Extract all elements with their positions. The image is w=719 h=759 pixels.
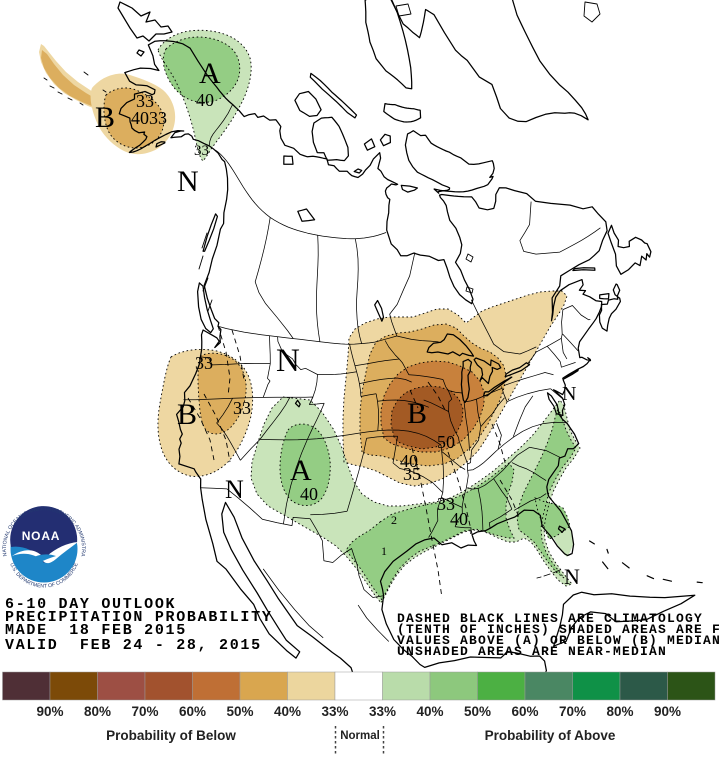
svg-text:40: 40 [400,451,418,471]
svg-text:B: B [407,397,427,430]
svg-text:50: 50 [437,432,455,452]
svg-text:50%: 50% [464,704,491,719]
svg-text:40: 40 [196,90,214,110]
svg-text:A: A [199,57,221,90]
svg-text:33: 33 [195,353,213,373]
svg-text:80%: 80% [84,704,111,719]
svg-text:N: N [177,165,199,198]
svg-text:MADE 18 FEB 2015: MADE 18 FEB 2015 [5,622,187,639]
svg-text:40: 40 [450,509,468,529]
svg-text:60%: 60% [179,704,206,719]
svg-text:1: 1 [381,544,387,558]
svg-text:4033: 4033 [131,108,167,128]
svg-text:90%: 90% [36,704,63,719]
svg-text:6-10 DAY OUTLOOK: 6-10 DAY OUTLOOK [5,596,176,613]
svg-text:B: B [177,398,197,431]
svg-text:35: 35 [403,464,421,484]
svg-text:VALUES ABOVE (A) OR BELOW (B): VALUES ABOVE (A) OR BELOW (B) MEDIAN [397,633,719,648]
svg-text:UNSHADED AREAS ARE NEAR-MEDIAN: UNSHADED AREAS ARE NEAR-MEDIAN [397,644,667,659]
svg-text:80%: 80% [606,704,633,719]
svg-text:60%: 60% [511,704,538,719]
svg-text:40%: 40% [274,704,301,719]
svg-text:33: 33 [233,398,251,418]
svg-text:33%: 33% [369,704,396,719]
svg-text:33: 33 [437,494,455,514]
svg-text:PRECIPITATION PROBABILITY: PRECIPITATION PROBABILITY [5,609,273,626]
svg-text:B: B [95,101,115,134]
svg-text:33: 33 [136,91,154,111]
svg-text:Normal: Normal [340,730,380,742]
svg-text:N: N [564,564,580,589]
svg-text:40: 40 [300,484,318,504]
svg-text:A: A [290,454,312,487]
svg-text:2: 2 [391,513,397,527]
svg-text:(TENTH OF INCHES) SHADED AREAS: (TENTH OF INCHES) SHADED AREAS ARE FCST [397,622,719,637]
svg-text:N: N [225,475,244,504]
svg-text:NOAA: NOAA [22,529,61,543]
svg-text:70%: 70% [131,704,158,719]
svg-text:Probability of Above: Probability of Above [485,728,616,743]
svg-text:40%: 40% [416,704,443,719]
svg-text:N: N [276,343,300,379]
svg-text:Probability of Below: Probability of Below [106,728,236,743]
svg-text:33: 33 [194,143,209,159]
svg-text:50%: 50% [226,704,253,719]
svg-text:VALID FEB 24 - 28, 2015: VALID FEB 24 - 28, 2015 [5,637,262,654]
svg-text:90%: 90% [654,704,681,719]
svg-text:33%: 33% [321,704,348,719]
svg-text:DASHED BLACK LINES ARE CLIMATO: DASHED BLACK LINES ARE CLIMATOLOGY [397,611,703,626]
svg-text:N: N [562,383,576,405]
svg-text:70%: 70% [559,704,586,719]
